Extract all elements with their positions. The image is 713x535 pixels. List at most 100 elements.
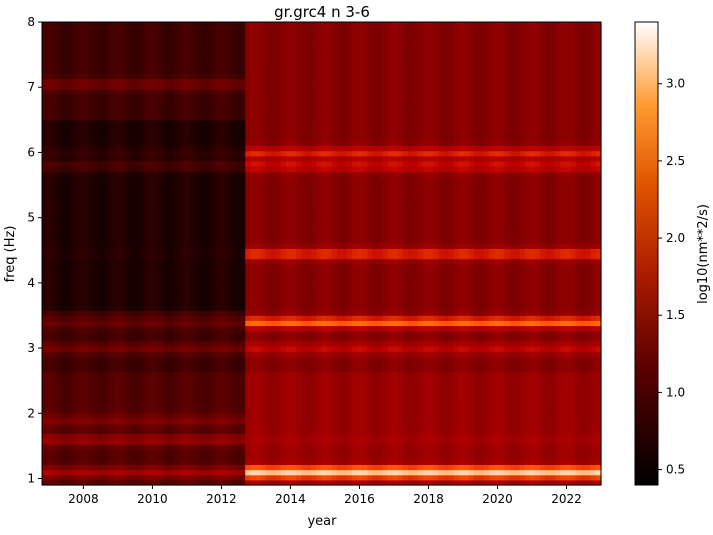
heatmap-cell [260,469,267,476]
heatmap-cell [194,99,201,105]
heatmap-cell [153,78,160,85]
heatmap-cell [296,268,302,275]
heatmap-cell [57,418,63,424]
heatmap-cell [199,407,206,414]
heatmap-cell [255,202,262,208]
heatmap-cell [169,397,175,404]
heatmap-cell [306,330,312,337]
heatmap-cell [143,207,150,213]
heatmap-cell [47,171,53,177]
heatmap-cell [47,376,53,383]
heatmap-cell [311,294,318,301]
heatmap-cell [311,176,318,183]
heatmap-cell [113,294,119,301]
heatmap-cell [235,171,241,177]
heatmap-cell [306,258,312,265]
heatmap-cell [42,191,48,198]
heatmap-cell [214,335,221,342]
heatmap-cell [138,227,145,234]
heatmap-cell [280,83,287,90]
heatmap-cell [158,418,165,424]
heatmap-cell [214,387,221,393]
heatmap-cell [250,238,257,244]
heatmap-cell [224,382,231,388]
heatmap-cell [97,382,104,388]
heatmap-cell [265,166,272,172]
heatmap-cell [158,263,165,270]
heatmap-cell [113,407,119,414]
heatmap-cell [67,150,74,157]
heatmap-cell [245,263,251,270]
heatmap-cell [265,176,272,183]
heatmap-cell [138,304,145,311]
heatmap-cell [194,294,201,301]
heatmap-cell [174,263,180,270]
heatmap-cell [224,217,231,224]
heatmap-cell [179,366,185,373]
heatmap-cell [72,289,79,296]
heatmap-cell [214,320,221,327]
heatmap-cell [260,392,267,399]
heatmap-cell [306,140,312,147]
heatmap-cell [280,150,287,157]
heatmap-cell [255,58,262,64]
heatmap-cell [245,361,251,368]
heatmap-cell [148,268,155,275]
heatmap-cell [143,397,150,404]
heatmap-cell [301,304,307,311]
heatmap-cell [77,443,84,450]
heatmap-cell [47,145,53,152]
heatmap-cell [291,304,297,311]
heatmap-cell [128,376,135,383]
heatmap-cell [316,418,323,424]
heatmap-cell [174,232,180,239]
heatmap-cell [143,423,150,430]
heatmap-cell [153,469,160,476]
heatmap-cell [265,299,272,306]
heatmap-cell [169,315,175,321]
heatmap-cell [42,356,48,363]
heatmap-cell [316,42,323,49]
heatmap-cell [316,351,323,357]
heatmap-cell [158,130,165,136]
heatmap-cell [189,176,196,183]
heatmap-cell [316,361,323,368]
heatmap-cell [87,63,94,69]
heatmap-cell [82,238,89,244]
heatmap-cell [296,135,302,141]
heatmap-cell [113,73,119,80]
heatmap-cell [184,160,190,167]
heatmap-cell [72,47,79,54]
heatmap-cell [321,253,328,260]
heatmap-cell [52,150,58,157]
heatmap-cell [62,469,69,476]
heatmap-cell [311,232,318,239]
heatmap-cell [128,32,135,39]
heatmap-cell [179,63,185,69]
heatmap-cell [260,371,267,378]
heatmap-cell [148,32,155,39]
heatmap-cell [138,382,145,388]
heatmap-cell [245,227,251,234]
heatmap-cell [102,325,109,332]
heatmap-cell [57,459,63,466]
heatmap-cell [199,78,206,85]
heatmap-cell [306,217,312,224]
heatmap-cell [245,145,251,152]
heatmap-cell [97,299,104,306]
heatmap-cell [87,78,94,85]
heatmap-cell [291,294,297,301]
heatmap-cell [153,37,160,44]
heatmap-cell [265,340,272,347]
heatmap-cell [128,274,135,280]
heatmap-cell [138,130,145,136]
heatmap-cell [57,68,63,75]
heatmap-cell [143,227,150,234]
heatmap-cell [67,304,74,311]
heatmap-cell [174,418,180,424]
heatmap-cell [143,99,150,105]
heatmap-cell [199,325,206,332]
heatmap-cell [240,433,246,440]
heatmap-cell [224,443,231,450]
heatmap-cell [260,366,267,373]
